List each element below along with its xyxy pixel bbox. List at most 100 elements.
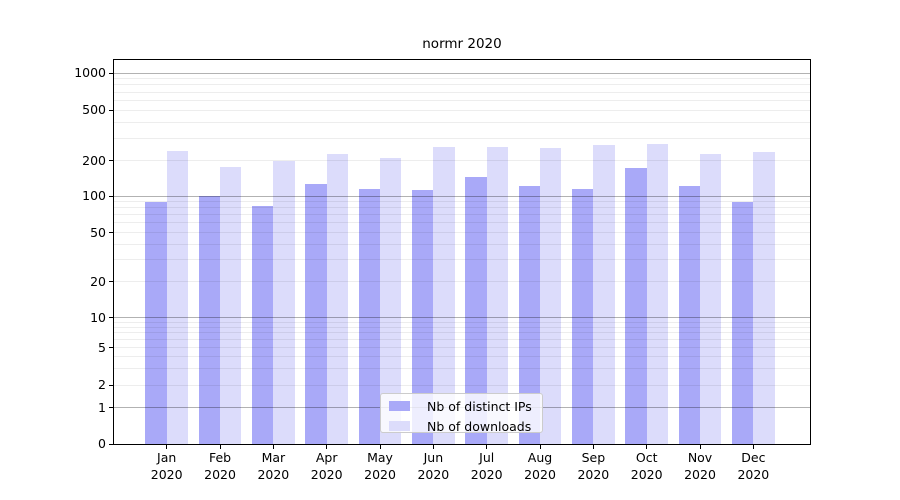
y-tick-mark: [109, 195, 114, 197]
minor-gridline-900: [114, 78, 810, 80]
x-tick-label-jul: Jul 2020: [470, 450, 503, 482]
minor-gridline-300: [114, 137, 810, 139]
x-tick-mark: [646, 445, 648, 449]
chart-title: normr 2020: [422, 36, 502, 52]
y-tick-label-10: 10: [90, 309, 106, 325]
minor-gridline-4: [114, 356, 810, 358]
x-tick-mark: [166, 445, 168, 449]
minor-gridline-90: [114, 201, 810, 203]
y-tick-mark: [109, 232, 114, 234]
legend-item-distinct-ips: Nb of distinct IPs: [389, 398, 542, 414]
minor-gridline-40: [114, 243, 810, 245]
minor-gridline-7: [114, 332, 810, 334]
x-tick-mark: [379, 445, 381, 449]
minor-gridline-600: [114, 99, 810, 101]
x-tick-label-dec: Dec 2020: [737, 450, 770, 482]
y-tick-label-0: 0: [98, 436, 106, 451]
x-tick-label-feb: Feb 2020: [204, 450, 236, 482]
bar-distinct-ips-dec: [732, 201, 754, 444]
major-gridline-100: [114, 195, 810, 197]
major-gridline-1000: [114, 72, 810, 74]
y-tick-mark: [109, 384, 114, 386]
minor-gridline-2: [114, 384, 810, 386]
y-tick-label-1000: 1000: [74, 65, 106, 80]
bar-distinct-ips-jul: [465, 177, 487, 444]
bar-downloads-sep: [593, 145, 615, 444]
bar-downloads-oct: [646, 144, 668, 444]
minor-gridline-9: [114, 321, 810, 323]
bar-downloads-aug: [540, 147, 562, 444]
legend: Nb of distinct IPs Nb of downloads: [380, 393, 543, 434]
x-tick-mark: [326, 445, 328, 449]
minor-gridline-800: [114, 84, 810, 86]
bar-downloads-apr: [326, 153, 348, 444]
legend-swatch-distinct-ips: [389, 401, 410, 411]
minor-gridline-80: [114, 207, 810, 209]
y-tick-mark: [109, 281, 114, 283]
x-tick-mark: [592, 445, 595, 449]
y-tick-mark: [109, 347, 114, 349]
bar-distinct-ips-oct: [625, 168, 647, 444]
bar-downloads-feb: [220, 167, 242, 444]
legend-label-distinct-ips: Nb of distinct IPs: [427, 398, 532, 414]
y-tick-label-100: 100: [82, 188, 106, 203]
x-tick-label-oct: Oct 2020: [630, 450, 663, 482]
y-tick-mark: [109, 317, 114, 319]
bar-downloads-may: [380, 158, 402, 444]
x-tick-label-nov: Nov 2020: [684, 450, 716, 482]
y-tick-label-500: 500: [82, 102, 106, 117]
y-tick-label-200: 200: [82, 152, 106, 168]
minor-gridline-50: [114, 232, 810, 233]
minor-gridline-400: [114, 121, 810, 123]
y-tick-mark: [109, 72, 114, 74]
x-tick-mark: [486, 445, 488, 449]
x-tick-mark: [539, 445, 541, 449]
plot-area: [113, 59, 811, 445]
bar-distinct-ips-jun: [412, 190, 434, 444]
bar-distinct-ips-nov: [678, 186, 701, 444]
x-tick-label-aug: Aug 2020: [524, 450, 556, 482]
y-tick-mark: [109, 407, 114, 409]
minor-gridline-3: [114, 367, 810, 369]
y-tick-label-20: 20: [90, 273, 106, 289]
bar-distinct-ips-jan: [145, 201, 167, 444]
x-tick-mark: [219, 445, 221, 449]
minor-gridline-70: [114, 214, 810, 216]
minor-gridline-5: [114, 347, 810, 348]
bar-distinct-ips-sep: [572, 189, 594, 444]
y-tick-label-2: 2: [98, 377, 106, 392]
x-tick-label-mar: Mar 2020: [257, 450, 290, 482]
x-tick-mark: [752, 445, 755, 449]
bar-distinct-ips-apr: [305, 184, 327, 444]
bar-downloads-jun: [433, 146, 455, 444]
minor-gridline-30: [114, 259, 810, 261]
bar-downloads-nov: [700, 154, 722, 444]
minor-gridline-500: [114, 109, 810, 111]
x-tick-mark: [699, 445, 701, 449]
bar-distinct-ips-mar: [252, 205, 274, 444]
bar-downloads-jul: [486, 147, 508, 444]
bar-downloads-dec: [753, 152, 775, 444]
y-tick-mark: [109, 443, 114, 445]
minor-gridline-6: [114, 339, 810, 341]
bars-layer: [114, 60, 810, 444]
y-tick-label-1: 1: [98, 399, 106, 415]
x-tick-mark: [272, 445, 275, 449]
minor-gridline-200: [114, 160, 810, 161]
bar-distinct-ips-feb: [198, 196, 221, 444]
x-tick-label-may: May 2020: [364, 450, 396, 482]
bar-downloads-jan: [166, 151, 188, 444]
x-tick-label-jun: Jun 2020: [417, 450, 450, 482]
minor-gridline-60: [114, 222, 810, 224]
grid-layer: [114, 60, 810, 444]
y-tick-mark: [109, 109, 114, 111]
bar-downloads-mar: [273, 161, 295, 444]
minor-gridline-8: [114, 326, 810, 328]
x-tick-label-apr: Apr 2020: [310, 450, 343, 482]
bar-distinct-ips-aug: [518, 186, 541, 444]
y-tick-label-5: 5: [98, 339, 106, 355]
x-tick-label-sep: Sep 2020: [577, 450, 610, 482]
x-tick-label-jan: Jan 2020: [150, 450, 183, 482]
legend-item-downloads: Nb of downloads: [389, 418, 542, 434]
